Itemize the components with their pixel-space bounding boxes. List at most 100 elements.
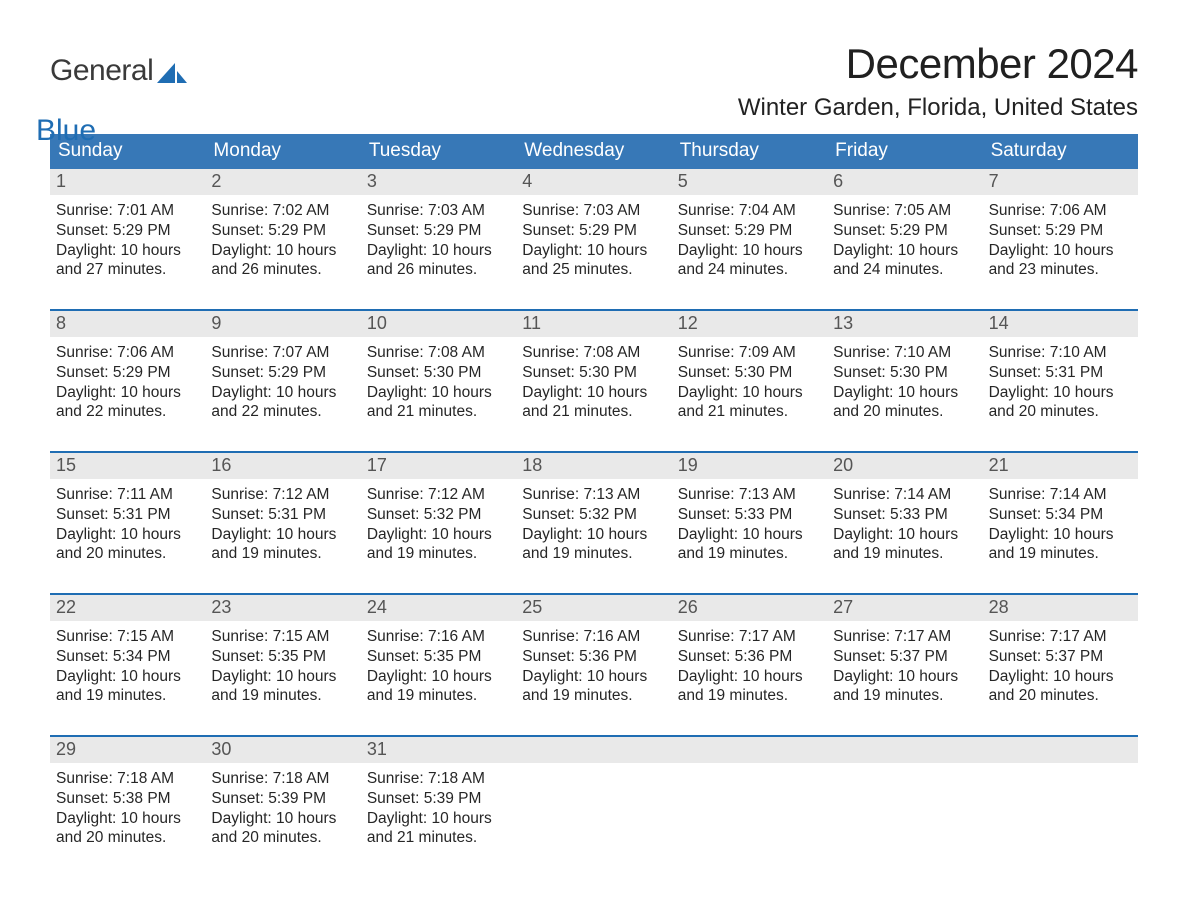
daylight-line-1: Daylight: 10 hours	[522, 383, 665, 403]
day-number: 15	[50, 453, 205, 479]
daylight-line-2: and 20 minutes.	[989, 686, 1132, 706]
daylight-line-2: and 27 minutes.	[56, 260, 199, 280]
sunset-line: Sunset: 5:29 PM	[367, 221, 510, 241]
sunset-line: Sunset: 5:37 PM	[989, 647, 1132, 667]
sunrise-line: Sunrise: 7:14 AM	[989, 485, 1132, 505]
day-cell	[827, 763, 982, 859]
week-row: 891011121314Sunrise: 7:06 AMSunset: 5:29…	[50, 309, 1138, 433]
daylight-line-1: Daylight: 10 hours	[989, 525, 1132, 545]
sunrise-line: Sunrise: 7:13 AM	[522, 485, 665, 505]
sunset-line: Sunset: 5:31 PM	[211, 505, 354, 525]
daylight-line-1: Daylight: 10 hours	[833, 667, 976, 687]
dow-friday: Friday	[827, 134, 982, 169]
daynum-row: 1234567	[50, 169, 1138, 195]
daylight-line-1: Daylight: 10 hours	[367, 667, 510, 687]
logo-text-blue: Blue	[36, 114, 96, 147]
day-cell	[983, 763, 1138, 859]
daylight-line-2: and 19 minutes.	[211, 544, 354, 564]
day-number: 31	[361, 737, 516, 763]
day-number: 28	[983, 595, 1138, 621]
sunset-line: Sunset: 5:35 PM	[211, 647, 354, 667]
daylight-line-1: Daylight: 10 hours	[522, 667, 665, 687]
daylight-line-1: Daylight: 10 hours	[211, 383, 354, 403]
title-block: December 2024 Winter Garden, Florida, Un…	[738, 40, 1138, 122]
daylight-line-1: Daylight: 10 hours	[678, 667, 821, 687]
day-number: 4	[516, 169, 671, 195]
daylight-line-2: and 19 minutes.	[211, 686, 354, 706]
daylight-line-1: Daylight: 10 hours	[367, 525, 510, 545]
sunset-line: Sunset: 5:32 PM	[367, 505, 510, 525]
day-number: 1	[50, 169, 205, 195]
sunrise-line: Sunrise: 7:10 AM	[833, 343, 976, 363]
dow-header-row: Sunday Monday Tuesday Wednesday Thursday…	[50, 134, 1138, 169]
day-number: 3	[361, 169, 516, 195]
day-cell: Sunrise: 7:03 AMSunset: 5:29 PMDaylight:…	[516, 195, 671, 291]
day-number: 17	[361, 453, 516, 479]
day-number: 5	[672, 169, 827, 195]
sunset-line: Sunset: 5:31 PM	[56, 505, 199, 525]
daylight-line-2: and 19 minutes.	[678, 544, 821, 564]
day-cell: Sunrise: 7:16 AMSunset: 5:36 PMDaylight:…	[516, 621, 671, 717]
day-number: 23	[205, 595, 360, 621]
daylight-line-1: Daylight: 10 hours	[211, 809, 354, 829]
sunset-line: Sunset: 5:36 PM	[678, 647, 821, 667]
day-number: 11	[516, 311, 671, 337]
day-number: 21	[983, 453, 1138, 479]
daylight-line-2: and 21 minutes.	[678, 402, 821, 422]
day-cell: Sunrise: 7:03 AMSunset: 5:29 PMDaylight:…	[361, 195, 516, 291]
sunset-line: Sunset: 5:34 PM	[56, 647, 199, 667]
day-cell: Sunrise: 7:09 AMSunset: 5:30 PMDaylight:…	[672, 337, 827, 433]
day-cell: Sunrise: 7:18 AMSunset: 5:38 PMDaylight:…	[50, 763, 205, 859]
sunrise-line: Sunrise: 7:13 AM	[678, 485, 821, 505]
daylight-line-2: and 25 minutes.	[522, 260, 665, 280]
day-number	[672, 737, 827, 763]
daynum-row: 891011121314	[50, 311, 1138, 337]
sunrise-line: Sunrise: 7:18 AM	[56, 769, 199, 789]
day-cell: Sunrise: 7:15 AMSunset: 5:35 PMDaylight:…	[205, 621, 360, 717]
daylight-line-1: Daylight: 10 hours	[989, 667, 1132, 687]
daylight-line-1: Daylight: 10 hours	[56, 667, 199, 687]
daylight-line-2: and 19 minutes.	[367, 544, 510, 564]
sunset-line: Sunset: 5:30 PM	[678, 363, 821, 383]
day-number	[516, 737, 671, 763]
daylight-line-1: Daylight: 10 hours	[367, 809, 510, 829]
day-number: 26	[672, 595, 827, 621]
sunset-line: Sunset: 5:29 PM	[56, 363, 199, 383]
sunrise-line: Sunrise: 7:15 AM	[56, 627, 199, 647]
day-cell: Sunrise: 7:15 AMSunset: 5:34 PMDaylight:…	[50, 621, 205, 717]
daylight-line-1: Daylight: 10 hours	[989, 383, 1132, 403]
daylight-line-1: Daylight: 10 hours	[678, 241, 821, 261]
sunrise-line: Sunrise: 7:14 AM	[833, 485, 976, 505]
day-number: 2	[205, 169, 360, 195]
daylight-line-2: and 26 minutes.	[211, 260, 354, 280]
sunrise-line: Sunrise: 7:06 AM	[56, 343, 199, 363]
day-cell: Sunrise: 7:10 AMSunset: 5:31 PMDaylight:…	[983, 337, 1138, 433]
day-number: 25	[516, 595, 671, 621]
daylight-line-2: and 20 minutes.	[989, 402, 1132, 422]
sunrise-line: Sunrise: 7:07 AM	[211, 343, 354, 363]
day-cell: Sunrise: 7:10 AMSunset: 5:30 PMDaylight:…	[827, 337, 982, 433]
daylight-line-1: Daylight: 10 hours	[678, 525, 821, 545]
sunset-line: Sunset: 5:29 PM	[56, 221, 199, 241]
day-cell: Sunrise: 7:08 AMSunset: 5:30 PMDaylight:…	[516, 337, 671, 433]
daylight-line-1: Daylight: 10 hours	[211, 525, 354, 545]
day-cell: Sunrise: 7:06 AMSunset: 5:29 PMDaylight:…	[50, 337, 205, 433]
sunrise-line: Sunrise: 7:18 AM	[211, 769, 354, 789]
week-row: 1234567Sunrise: 7:01 AMSunset: 5:29 PMDa…	[50, 169, 1138, 291]
sunrise-line: Sunrise: 7:06 AM	[989, 201, 1132, 221]
day-cell: Sunrise: 7:12 AMSunset: 5:31 PMDaylight:…	[205, 479, 360, 575]
sunrise-line: Sunrise: 7:16 AM	[367, 627, 510, 647]
day-number	[983, 737, 1138, 763]
sunrise-line: Sunrise: 7:01 AM	[56, 201, 199, 221]
day-number: 6	[827, 169, 982, 195]
daylight-line-1: Daylight: 10 hours	[522, 241, 665, 261]
logo-text-general: General	[50, 54, 153, 88]
sunrise-line: Sunrise: 7:05 AM	[833, 201, 976, 221]
daylight-line-2: and 24 minutes.	[833, 260, 976, 280]
day-number: 29	[50, 737, 205, 763]
daylight-line-1: Daylight: 10 hours	[833, 525, 976, 545]
daylight-line-1: Daylight: 10 hours	[56, 809, 199, 829]
daylight-line-2: and 19 minutes.	[678, 686, 821, 706]
day-cell: Sunrise: 7:13 AMSunset: 5:33 PMDaylight:…	[672, 479, 827, 575]
day-cell: Sunrise: 7:14 AMSunset: 5:34 PMDaylight:…	[983, 479, 1138, 575]
